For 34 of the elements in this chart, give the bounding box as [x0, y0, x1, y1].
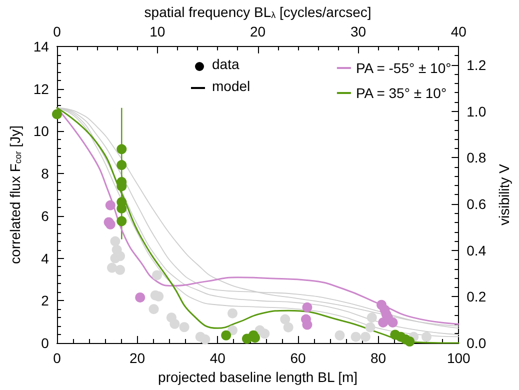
x-tick-label: 40: [210, 350, 226, 366]
y2-tick-label: 0.6: [466, 196, 486, 212]
y2-tick-label: 1.2: [466, 56, 486, 73]
x-tick-label: 80: [370, 350, 386, 366]
x2-tick-label: 20: [250, 23, 266, 40]
y-tick-label: 10: [33, 123, 50, 140]
y-tick-label: 6: [41, 208, 50, 224]
legend-label: PA = -55° ± 10°: [356, 60, 452, 76]
annotation: model: [212, 78, 250, 94]
x2-tick-label: 40: [450, 23, 467, 40]
x2-axis-title: spatial frequency BLλ [cycles/arcsec]: [144, 4, 372, 20]
y-tick-label: 12: [33, 80, 50, 97]
x-tick-label: 100: [446, 350, 471, 366]
x-axis-title: projected baseline length BL [m]: [158, 368, 358, 385]
y-tick-label: 14: [33, 38, 50, 54]
y-tick-label: 2: [41, 292, 50, 309]
y-axis-title: correlated flux Fcor [Jy]: [7, 125, 23, 264]
y2-tick-label: 0.8: [466, 150, 486, 166]
x-tick-label: 0: [53, 350, 62, 366]
x2-tick-label: 30: [350, 23, 366, 40]
y-tick-label: 4: [41, 250, 50, 266]
y2-tick-label: 1.0: [466, 103, 486, 120]
y2-tick-label: 0.0: [466, 335, 486, 351]
y-tick-label: 8: [41, 166, 50, 182]
annotation: data: [212, 56, 240, 72]
y2-tick-label: 0.4: [466, 242, 486, 258]
y-tick-label: 0: [41, 335, 50, 351]
x2-tick-label: 10: [150, 23, 166, 40]
x-tick-label: 60: [290, 350, 306, 366]
x-tick-label: 20: [130, 350, 146, 366]
y2-tick-label: 0.2: [466, 288, 486, 305]
y2-axis-title: visibility V: [496, 163, 512, 226]
legend-label: PA = 35° ± 10°: [356, 85, 447, 101]
x2-tick-label: 0: [53, 23, 62, 40]
